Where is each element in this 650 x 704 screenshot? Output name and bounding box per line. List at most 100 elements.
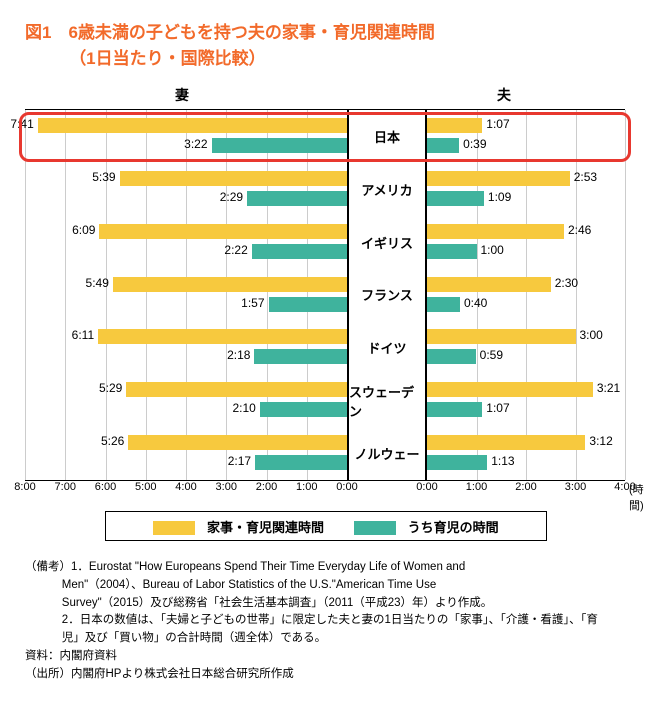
husband-total-label: 1:07 bbox=[486, 117, 509, 131]
country-label: ノルウェー bbox=[347, 427, 427, 480]
wife-total-label: 6:09 bbox=[72, 223, 95, 237]
wife-child-bar bbox=[247, 191, 347, 206]
wife-child-label: 2:22 bbox=[224, 243, 247, 257]
husband-total-bar bbox=[427, 171, 570, 186]
wife-total-bar bbox=[99, 224, 347, 239]
chart-row: 6:09 2:22 イギリス 2:46 1:00 bbox=[25, 216, 625, 269]
wife-child-bar bbox=[252, 244, 347, 259]
husband-child-bar bbox=[427, 191, 484, 206]
source-2: （出所）内閣府HPより株式会社日本総合研究所作成 bbox=[25, 666, 625, 684]
wife-total-label: 6:11 bbox=[72, 328, 94, 342]
wife-child-bar bbox=[212, 138, 348, 153]
axis-tick: 2:00 bbox=[515, 481, 536, 493]
country-label: アメリカ bbox=[347, 163, 427, 216]
husband-child-label: 1:07 bbox=[486, 401, 509, 415]
wife-total-bar bbox=[126, 382, 347, 397]
x-axis: 8:007:006:005:004:003:002:001:000:000:00… bbox=[25, 481, 625, 501]
axis-tick: 1:00 bbox=[466, 481, 487, 493]
wife-child-label: 3:22 bbox=[184, 137, 207, 151]
husband-total-label: 2:46 bbox=[568, 223, 591, 237]
legend-childcare: うち育児の時間 bbox=[354, 517, 499, 536]
axis-tick: 3:00 bbox=[216, 481, 237, 493]
husband-total-label: 2:53 bbox=[574, 170, 597, 184]
axis-tick: 5:00 bbox=[135, 481, 156, 493]
wife-child-label: 2:10 bbox=[232, 401, 255, 415]
wife-child-bar bbox=[260, 402, 347, 417]
husband-total-bar bbox=[427, 277, 551, 292]
husband-header: 夫 bbox=[497, 85, 511, 105]
footnotes: （備考）1．Eurostat "How Europeans Spend Thei… bbox=[25, 559, 625, 684]
wife-child-label: 2:18 bbox=[227, 348, 250, 362]
wife-total-label: 5:39 bbox=[92, 170, 115, 184]
husband-child-label: 1:09 bbox=[488, 190, 511, 204]
legend-total-label: 家事・育児関連時間 bbox=[207, 520, 324, 535]
wife-total-label: 7:41 bbox=[10, 117, 33, 131]
axis-tick: 8:00 bbox=[14, 481, 35, 493]
wife-child-label: 2:17 bbox=[228, 454, 251, 468]
axis-tick: 4:00 bbox=[175, 481, 196, 493]
husband-total-label: 2:30 bbox=[555, 276, 578, 290]
husband-total-bar bbox=[427, 118, 482, 133]
note-2b: 児」及び「買い物」の合計時間（週全体）である。 bbox=[25, 630, 625, 648]
husband-child-label: 1:13 bbox=[491, 454, 514, 468]
note-1a: （備考）1．Eurostat "How Europeans Spend Thei… bbox=[25, 559, 625, 577]
title-line1: 図1 6歳未満の子どもを持つ夫の家事・育児関連時間 bbox=[25, 23, 435, 42]
country-label: 日本 bbox=[347, 110, 427, 163]
total-swatch bbox=[153, 521, 195, 535]
husband-total-bar bbox=[427, 435, 585, 450]
husband-child-label: 0:59 bbox=[480, 348, 503, 362]
husband-child-label: 1:00 bbox=[481, 243, 504, 257]
country-label: フランス bbox=[347, 269, 427, 322]
wife-total-label: 5:29 bbox=[99, 381, 122, 395]
axis-tick: 2:00 bbox=[256, 481, 277, 493]
husband-child-bar bbox=[427, 297, 460, 312]
legend-childcare-label: うち育児の時間 bbox=[408, 520, 499, 535]
note-1c: Survey"（2015）及び総務省「社会生活基本調査」（2011（平成23）年… bbox=[25, 595, 625, 613]
wife-child-bar bbox=[255, 455, 347, 470]
chart-row: 5:26 2:17 ノルウェー 3:12 1:13 bbox=[25, 427, 625, 480]
wife-total-bar bbox=[120, 171, 347, 186]
wife-total-label: 5:49 bbox=[86, 276, 109, 290]
wife-total-bar bbox=[113, 277, 347, 292]
axis-tick: 7:00 bbox=[55, 481, 76, 493]
husband-child-bar bbox=[427, 455, 487, 470]
wife-total-bar bbox=[98, 329, 347, 344]
husband-child-label: 0:39 bbox=[463, 137, 486, 151]
chart-row: 5:292:10スウェーデン3:211:07 bbox=[25, 374, 625, 427]
chart-row: 6:11 2:18 ドイツ 3:00 0:59 bbox=[25, 321, 625, 374]
country-label: スウェーデン bbox=[347, 374, 427, 427]
wife-total-label: 5:26 bbox=[101, 434, 124, 448]
country-label: イギリス bbox=[347, 216, 427, 269]
axis-tick: 0:00 bbox=[416, 481, 437, 493]
childcare-swatch bbox=[354, 521, 396, 535]
husband-total-label: 3:00 bbox=[580, 328, 603, 342]
wife-header: 妻 bbox=[175, 85, 189, 105]
note-2a: 2．日本の数値は、「夫婦と子どもの世帯」に限定した夫と妻の1日当たりの「家事」、… bbox=[25, 612, 625, 630]
chart-row: 5:49 1:57 フランス 2:30 0:40 bbox=[25, 269, 625, 322]
axis-tick: 0:00 bbox=[336, 481, 357, 493]
axis-unit-label: (時間) bbox=[629, 481, 644, 513]
axis-tick: 1:00 bbox=[296, 481, 317, 493]
wife-total-bar bbox=[128, 435, 347, 450]
plot-region: 7:413:22日本1:070:395:392:29アメリカ2:531:096:… bbox=[25, 109, 625, 481]
wife-child-label: 1:57 bbox=[241, 296, 264, 310]
axis-tick: 3:00 bbox=[565, 481, 586, 493]
legend-total: 家事・育児関連時間 bbox=[153, 517, 324, 536]
wife-total-bar bbox=[38, 118, 347, 133]
country-label: ドイツ bbox=[347, 321, 427, 374]
husband-child-bar bbox=[427, 349, 476, 364]
husband-total-bar bbox=[427, 329, 576, 344]
legend: 家事・育児関連時間 うち育児の時間 bbox=[105, 511, 547, 541]
wife-child-bar bbox=[254, 349, 347, 364]
title-line2: （1日当たり・国際比較） bbox=[25, 49, 266, 68]
husband-total-label: 3:12 bbox=[589, 434, 612, 448]
note-1b: Men"（2004）、Bureau of Labor Statistics of… bbox=[25, 577, 625, 595]
husband-total-bar bbox=[427, 224, 564, 239]
chart-title: 図1 6歳未満の子どもを持つ夫の家事・育児関連時間 （1日当たり・国際比較） bbox=[25, 20, 625, 71]
husband-child-bar bbox=[427, 138, 459, 153]
husband-total-bar bbox=[427, 382, 593, 397]
wife-child-label: 2:29 bbox=[220, 190, 243, 204]
chart-area: 妻 夫 7:413:22日本1:070:395:392:29アメリカ2:531:… bbox=[25, 85, 625, 545]
husband-child-bar bbox=[427, 402, 482, 417]
husband-child-label: 0:40 bbox=[464, 296, 487, 310]
